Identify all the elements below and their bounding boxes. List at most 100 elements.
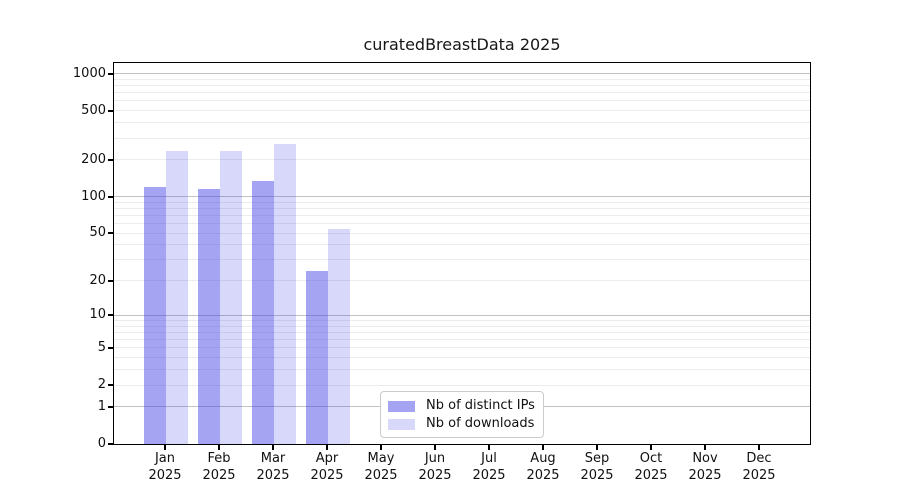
y-gridline-minor <box>114 320 810 322</box>
y-gridline-minor <box>114 201 810 203</box>
legend: Nb of distinct IPs Nb of downloads <box>380 391 544 438</box>
y-gridline-minor <box>114 369 810 371</box>
x-tick-mark <box>542 445 544 450</box>
x-tick-mark <box>434 445 436 450</box>
chart-title: curatedBreastData 2025 <box>363 35 561 54</box>
y-tick-mark <box>108 72 113 75</box>
y-gridline-major <box>114 196 810 198</box>
y-gridline-minor <box>114 232 810 234</box>
y-gridline-minor <box>114 280 810 282</box>
x-tick-mark <box>650 445 652 450</box>
y-tick-label: 5 <box>97 339 106 355</box>
x-tick-month: Dec <box>746 451 772 466</box>
legend-label: Nb of distinct IPs <box>426 398 535 413</box>
y-tick-label: 200 <box>81 151 106 167</box>
x-tick-year: 2025 <box>634 468 668 483</box>
x-tick-year: 2025 <box>580 468 614 483</box>
x-tick-year: 2025 <box>256 468 290 483</box>
x-tick-label: Mar 2025 <box>241 450 305 484</box>
y-gridline-major <box>114 73 810 75</box>
y-gridline-minor <box>114 223 810 225</box>
x-tick-label: Apr 2025 <box>295 450 359 484</box>
x-tick-month: Sep <box>584 451 610 466</box>
y-gridline-minor <box>114 384 810 386</box>
plot-area <box>113 62 811 445</box>
y-gridline-minor <box>114 347 810 349</box>
x-tick-label: May 2025 <box>349 450 413 484</box>
y-gridline-minor <box>114 137 810 139</box>
y-tick-label: 2 <box>97 377 106 393</box>
y-tick-label: 100 <box>81 188 106 204</box>
y-gridline-major <box>114 314 810 316</box>
x-tick-month: Oct <box>639 451 663 466</box>
x-tick-mark <box>218 445 220 450</box>
x-tick-year: 2025 <box>526 468 560 483</box>
x-tick-label: Feb 2025 <box>187 450 251 484</box>
bar-downloads <box>274 143 296 444</box>
x-tick-month: Mar <box>260 451 286 466</box>
x-tick-year: 2025 <box>148 468 182 483</box>
x-tick-month: Aug <box>530 451 556 466</box>
y-gridline-minor <box>114 100 810 102</box>
x-tick-label: Dec 2025 <box>727 450 791 484</box>
y-gridline-minor <box>114 85 810 87</box>
y-gridline-minor <box>114 259 810 261</box>
bar-distinct-ips <box>306 271 328 444</box>
x-tick-mark <box>704 445 706 450</box>
x-tick-month: Jan <box>154 451 176 466</box>
y-gridline-minor <box>114 92 810 94</box>
x-tick-mark <box>596 445 598 450</box>
x-tick-label: Oct 2025 <box>619 450 683 484</box>
x-tick-year: 2025 <box>364 468 398 483</box>
y-tick-mark <box>108 232 113 235</box>
x-tick-label: Sep 2025 <box>565 450 629 484</box>
y-gridline-minor <box>114 78 810 80</box>
legend-item: Nb of downloads <box>388 416 537 432</box>
y-gridline-minor <box>114 207 810 209</box>
x-tick-year: 2025 <box>688 468 722 483</box>
x-tick-label: Jan 2025 <box>133 450 197 484</box>
y-tick-label: 10 <box>89 307 106 323</box>
y-tick-label: 500 <box>81 102 106 118</box>
y-tick-mark <box>108 158 113 161</box>
x-tick-month: Feb <box>207 451 231 466</box>
y-gridline-minor <box>114 110 810 112</box>
legend-swatch-icon <box>388 418 415 430</box>
x-tick-year: 2025 <box>310 468 344 483</box>
x-tick-month: Apr <box>315 451 339 466</box>
x-tick-mark <box>758 445 760 450</box>
y-tick-mark <box>108 279 113 282</box>
y-gridline-minor <box>114 357 810 359</box>
y-gridline-minor <box>114 325 810 327</box>
bar-distinct-ips <box>252 180 274 444</box>
legend-label: Nb of downloads <box>426 416 535 431</box>
bar-distinct-ips <box>198 189 220 444</box>
x-tick-year: 2025 <box>742 468 776 483</box>
x-tick-label: Jul 2025 <box>457 450 521 484</box>
y-tick-mark <box>108 443 113 445</box>
y-tick-mark <box>108 405 113 408</box>
y-gridline-minor <box>114 332 810 334</box>
bar-distinct-ips <box>144 186 166 444</box>
x-tick-mark <box>380 445 382 450</box>
y-gridline-minor <box>114 159 810 161</box>
bar-downloads <box>166 150 188 444</box>
x-tick-mark <box>488 445 490 450</box>
bar-downloads <box>328 229 350 444</box>
y-tick-label: 20 <box>89 272 106 288</box>
y-gridline-minor <box>114 339 810 341</box>
x-tick-year: 2025 <box>418 468 452 483</box>
y-tick-mark <box>108 195 113 198</box>
y-tick-label: 1 <box>97 398 106 414</box>
x-tick-month: May <box>367 451 395 466</box>
x-tick-mark <box>326 445 328 450</box>
legend-swatch-icon <box>388 400 415 412</box>
y-tick-label: 50 <box>89 225 106 241</box>
x-tick-label: Nov 2025 <box>673 450 737 484</box>
x-tick-label: Jun 2025 <box>403 450 467 484</box>
y-gridline-minor <box>114 214 810 216</box>
y-gridline-minor <box>114 244 810 246</box>
y-tick-label: 1000 <box>72 65 106 81</box>
y-tick-mark <box>108 346 113 349</box>
